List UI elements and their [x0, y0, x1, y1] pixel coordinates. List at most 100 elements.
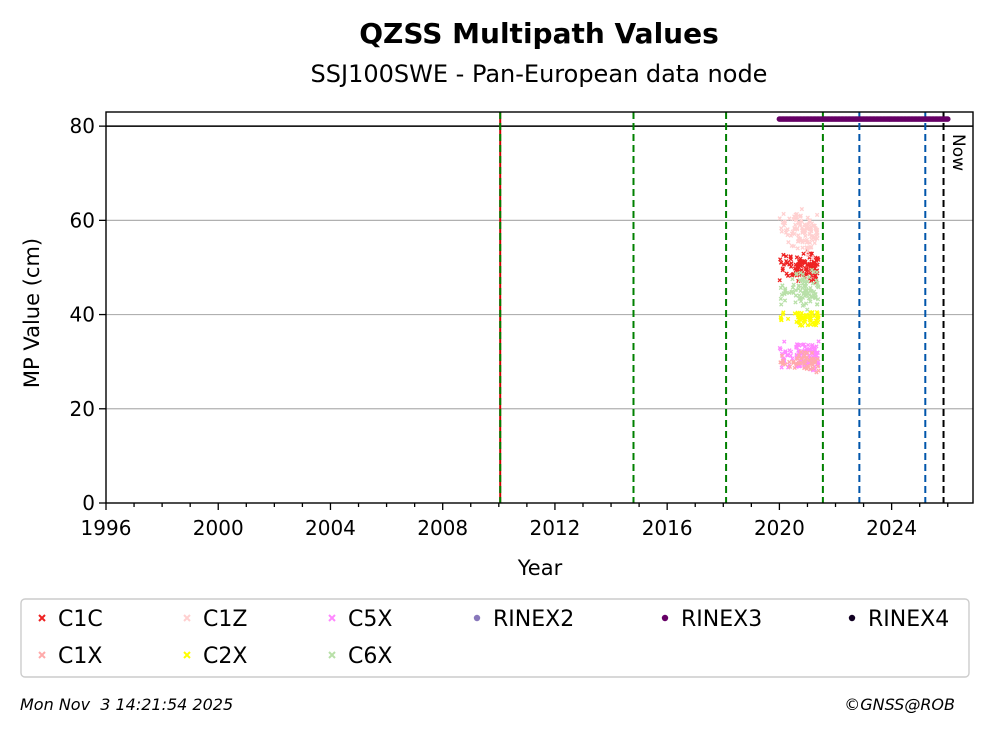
point-c1z — [814, 227, 820, 232]
point-c6x — [782, 286, 788, 291]
point-c1z — [799, 206, 805, 212]
chart-subtitle: SSJ100SWE - Pan-European data node — [311, 60, 768, 88]
point-c1c — [815, 256, 820, 261]
point-c6x — [815, 280, 820, 286]
point-c5x — [800, 342, 805, 347]
rinex-point — [944, 116, 951, 122]
point-c6x — [796, 283, 802, 288]
point-c1c — [784, 254, 789, 259]
point-c1x — [802, 361, 807, 366]
point-c6x — [796, 286, 801, 291]
point-c2x — [803, 315, 809, 320]
legend-label-rinex4: RINEX4 — [868, 607, 949, 632]
point-c1z — [815, 236, 820, 241]
legend-marker-c6x — [328, 651, 336, 659]
point-c1x — [804, 366, 810, 371]
point-c1c — [809, 273, 814, 278]
point-c5x — [787, 348, 792, 353]
point-c6x — [790, 285, 796, 290]
point-c1x — [798, 360, 803, 366]
point-c1c — [784, 271, 789, 276]
point-c1x — [796, 353, 801, 358]
point-c1z — [797, 223, 803, 228]
point-c1c — [808, 270, 813, 275]
point-c1z — [808, 226, 813, 232]
point-c1z — [804, 240, 809, 245]
point-c2x — [816, 313, 821, 318]
point-c6x — [812, 292, 817, 298]
point-c2x — [796, 320, 801, 325]
y-tick-label: 20 — [70, 397, 95, 421]
point-c1z — [779, 229, 784, 234]
point-c6x — [791, 282, 796, 287]
point-c1z — [785, 227, 790, 232]
point-c1x — [816, 368, 821, 373]
point-c2x — [800, 323, 805, 328]
point-c6x — [804, 301, 809, 306]
point-c1z — [806, 253, 811, 258]
point-c6x — [780, 283, 785, 288]
point-c6x — [802, 293, 808, 299]
point-c1c — [781, 252, 786, 258]
point-c5x — [816, 359, 821, 365]
point-c1x — [791, 360, 796, 366]
point-c5x — [777, 345, 783, 351]
point-c1z — [792, 214, 797, 219]
legend-marker-c1x — [38, 651, 46, 659]
legend-marker-c5x — [328, 614, 336, 622]
point-c1z — [795, 246, 800, 251]
point-c5x — [783, 349, 788, 354]
point-c1z — [805, 248, 811, 253]
point-c2x — [785, 316, 791, 322]
point-c6x — [805, 307, 810, 312]
plot-frame — [105, 111, 974, 504]
point-c5x — [779, 365, 784, 370]
point-c1z — [792, 227, 798, 232]
point-c6x — [793, 300, 798, 305]
point-c2x — [808, 322, 813, 327]
point-c6x — [809, 267, 815, 273]
point-c1z — [796, 236, 801, 241]
point-c1c — [800, 263, 805, 268]
point-c1c — [796, 259, 802, 264]
legend-marker-c1c — [38, 614, 46, 622]
point-c5x — [790, 356, 795, 361]
point-c1z — [812, 240, 817, 246]
point-c1c — [778, 257, 783, 262]
grid-lines — [106, 125, 973, 410]
point-c1z — [794, 215, 800, 220]
y-tick-label: 60 — [70, 208, 95, 232]
x-tick-label: 1996 — [81, 516, 132, 540]
point-c6x — [797, 293, 802, 298]
point-c1z — [811, 223, 816, 228]
point-c1c — [778, 260, 784, 265]
point-c6x — [811, 289, 817, 294]
point-c6x — [806, 296, 812, 301]
point-c1z — [786, 240, 791, 245]
point-c1x — [815, 356, 820, 362]
point-c6x — [810, 281, 815, 286]
y-tick-label: 0 — [82, 491, 95, 515]
point-c1z — [809, 237, 814, 242]
point-c1c — [794, 255, 800, 260]
point-c6x — [794, 271, 799, 276]
point-c5x — [794, 344, 799, 349]
point-c1z — [802, 222, 807, 227]
point-c1z — [814, 212, 820, 218]
point-c1c — [801, 251, 806, 256]
point-c1c — [784, 258, 789, 264]
point-c5x — [782, 339, 787, 344]
point-c1z — [797, 214, 803, 219]
legend-label-c2x: C2X — [203, 644, 247, 669]
point-c6x — [814, 278, 819, 283]
point-c6x — [801, 302, 807, 307]
point-c6x — [803, 284, 809, 289]
point-c1z — [793, 222, 798, 227]
point-c1x — [779, 353, 785, 358]
now-label: Now — [948, 134, 968, 171]
point-c6x — [779, 302, 784, 307]
point-c1c — [789, 261, 794, 266]
point-c2x — [814, 309, 820, 315]
point-c1c — [788, 257, 793, 262]
